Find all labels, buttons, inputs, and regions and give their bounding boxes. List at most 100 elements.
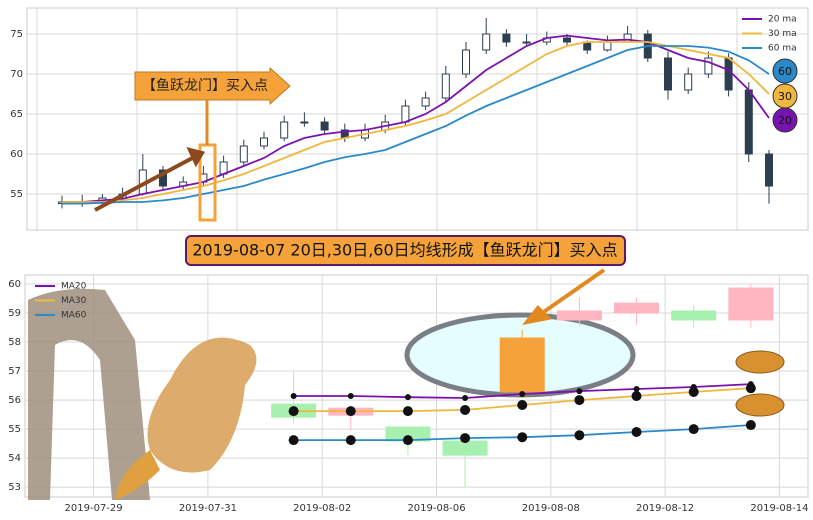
x-tick-label: 2019-07-29: [65, 503, 123, 514]
x-tick-label: 2019-08-08: [522, 503, 580, 514]
ma-badge-label: 60: [778, 65, 792, 78]
candle-body: [499, 337, 545, 393]
y-tick-label: 54: [8, 453, 21, 464]
candle-body: [728, 287, 774, 321]
y-tick-label: 57: [8, 366, 21, 377]
y-tick-label: 60: [8, 279, 21, 290]
ma-badge-label: 30: [778, 90, 792, 103]
ma-point: [347, 393, 354, 400]
candle-body: [401, 105, 410, 123]
ma-line: [62, 41, 770, 203]
trend-arrow: [94, 147, 206, 212]
y-tick-label: 53: [8, 482, 21, 493]
x-tick-label: 2019-08-02: [293, 503, 351, 514]
stone-gate: [28, 288, 150, 500]
ma-badge: [772, 58, 798, 84]
ma-point: [688, 386, 699, 397]
candle-body: [462, 49, 470, 75]
ma-point: [460, 433, 471, 444]
legend-label: 20 ma: [768, 15, 797, 25]
ma-point: [519, 390, 526, 397]
candle-body: [704, 57, 713, 75]
x-tick-label: 2019-08-12: [636, 503, 694, 514]
y-tick-label: 55: [10, 189, 23, 200]
legend-label: MA60: [61, 311, 87, 321]
annotation-arrow-box: [134, 66, 291, 106]
title-box: [185, 235, 626, 266]
ma-line: [62, 45, 770, 205]
carp-icon: [735, 350, 785, 374]
candle-body: [260, 137, 268, 147]
ma-point: [631, 391, 642, 402]
legend-label: 60 ma: [768, 44, 797, 54]
candle-body: [664, 57, 672, 91]
y-tick-label: 59: [8, 308, 21, 319]
ma-point: [290, 393, 297, 400]
ma-point: [462, 395, 469, 402]
annotation-arrow: [522, 268, 606, 325]
candle-body: [442, 440, 488, 456]
overview-chart: 55 60 65 70 75 20 ma 20 30 ma 30 60 ma 60 【鱼跃龙门】买入点: [10, 7, 809, 231]
ma-point: [576, 388, 583, 395]
ma-point: [574, 430, 585, 441]
ma-point: [288, 435, 299, 446]
candle-body: [522, 41, 531, 44]
legend-label: MA30: [61, 296, 87, 306]
candle-body: [556, 310, 602, 321]
y-tick-label: 60: [10, 149, 23, 160]
plot-area: [26, 7, 809, 231]
x-tick-label: 2019-08-14: [750, 503, 808, 514]
ma-point: [288, 406, 299, 417]
ma-point: [345, 406, 356, 417]
ma-point: [517, 400, 528, 411]
ma-point: [517, 432, 528, 443]
candle-body: [300, 121, 309, 124]
candle-body: [159, 169, 167, 187]
y-tick-label: 70: [10, 69, 23, 80]
candle-body: [239, 145, 248, 163]
y-tick-label: 58: [8, 337, 21, 348]
fish-tail: [115, 450, 160, 500]
candle-body: [563, 37, 571, 43]
candle-body: [671, 310, 717, 321]
ma-point: [631, 426, 642, 437]
candle-body: [441, 73, 450, 99]
candle-body: [502, 33, 511, 43]
candle-body: [421, 97, 430, 107]
ma-point: [633, 386, 640, 393]
candle-body: [684, 73, 693, 91]
y-tick-label: 75: [10, 29, 23, 40]
ma-badge-label: 20: [778, 114, 792, 127]
ma-point: [402, 406, 413, 417]
ma-badge: [772, 83, 798, 109]
ma-point: [574, 395, 585, 406]
x-tick-label: 2019-07-31: [179, 503, 237, 514]
candle-body: [614, 302, 660, 314]
candle-body: [603, 41, 612, 51]
dog-figure: [147, 337, 257, 473]
candle-body: [320, 121, 329, 131]
ma-point: [745, 420, 756, 431]
legend-label: MA20: [61, 282, 87, 292]
y-tick-label: 55: [8, 424, 21, 435]
y-tick-label: 56: [8, 395, 21, 406]
candle-body: [744, 89, 753, 155]
ma-point: [404, 394, 411, 401]
candle-body: [482, 33, 491, 51]
candle-body: [280, 121, 289, 139]
ma-point: [688, 424, 699, 435]
candle-body: [623, 33, 632, 43]
candle-body: [724, 57, 733, 91]
carp-icon: [735, 393, 785, 417]
ma-point: [402, 435, 413, 446]
ma-point: [345, 435, 356, 446]
zoom-chart: 53 54 55 56 57 58 59 60 2019-07-29 2019-07-31 2019…: [8, 268, 809, 514]
y-tick-label: 65: [10, 109, 23, 120]
legend-label: 30 ma: [768, 29, 797, 39]
candle-body: [765, 153, 773, 187]
x-tick-label: 2019-08-06: [407, 503, 465, 514]
annotation: 【鱼跃龙门】买入点: [142, 77, 268, 94]
chart-title: 2019-08-07 20日,30日,60日均线形成【鱼跃龙门】买入点: [192, 241, 617, 260]
ma-point: [460, 404, 471, 415]
